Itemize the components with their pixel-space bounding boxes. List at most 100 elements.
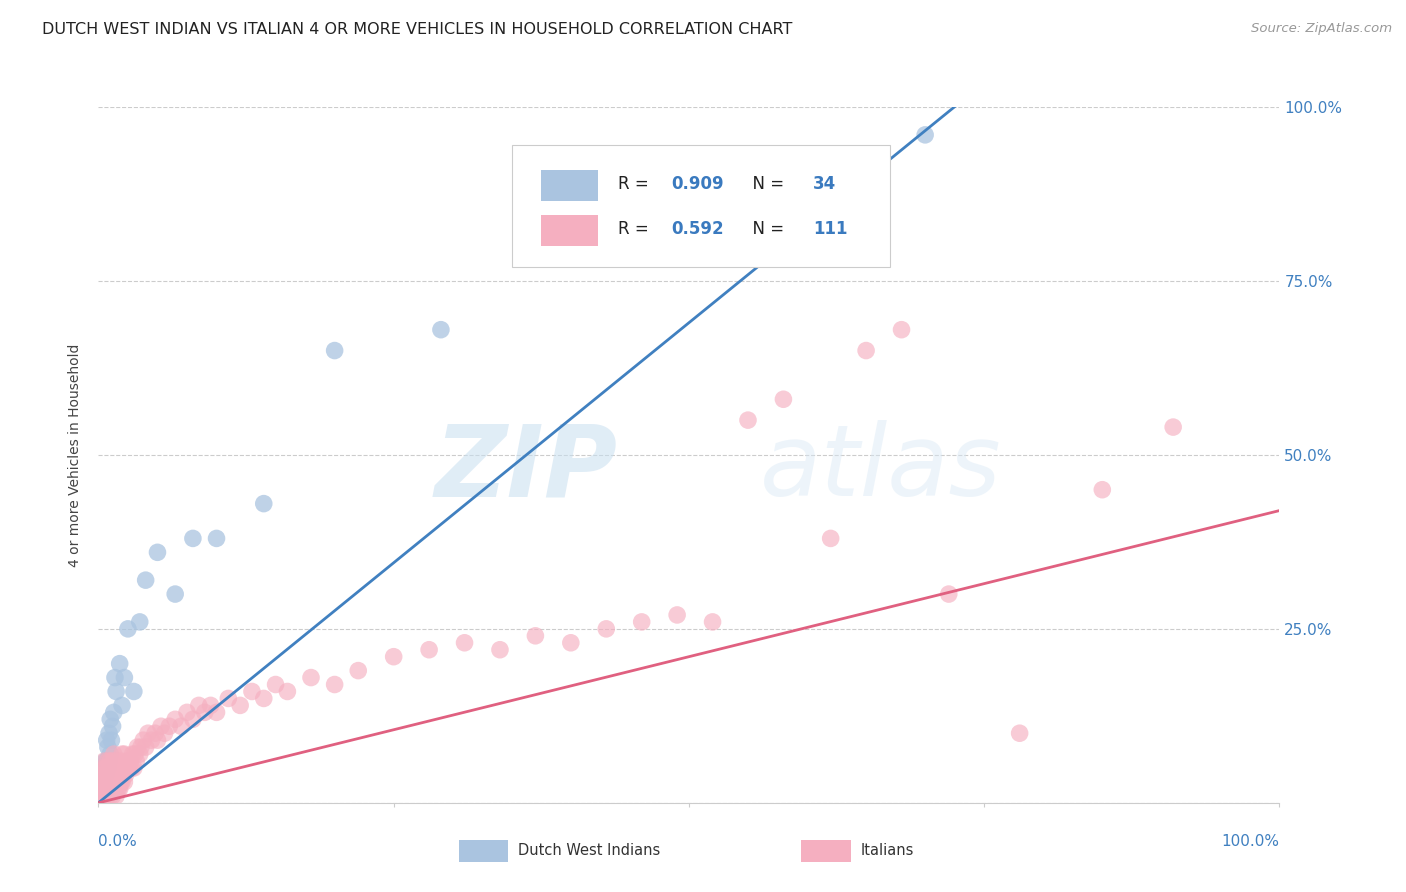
Point <box>630 615 652 629</box>
Point <box>108 781 131 796</box>
Text: Source: ZipAtlas.com: Source: ZipAtlas.com <box>1251 22 1392 36</box>
Point <box>101 754 124 768</box>
Point <box>93 768 115 782</box>
Text: N =: N = <box>742 220 789 238</box>
Text: Dutch West Indians: Dutch West Indians <box>517 843 659 857</box>
Point <box>107 761 129 775</box>
Point <box>101 775 124 789</box>
FancyBboxPatch shape <box>541 169 598 201</box>
FancyBboxPatch shape <box>458 839 508 862</box>
Point <box>855 343 877 358</box>
Point <box>96 761 118 775</box>
Point <box>94 754 117 768</box>
Point <box>97 740 120 755</box>
Point <box>737 413 759 427</box>
Point <box>90 781 112 796</box>
Point <box>100 733 122 747</box>
Point <box>702 615 724 629</box>
Point <box>560 636 582 650</box>
Point <box>105 754 128 768</box>
Point <box>110 754 132 768</box>
Point <box>105 781 128 796</box>
Point <box>143 726 166 740</box>
Text: 0.0%: 0.0% <box>98 834 138 849</box>
Point <box>129 740 152 755</box>
Point <box>110 775 132 789</box>
Point <box>104 781 127 796</box>
Point <box>112 671 135 685</box>
Point <box>101 789 124 803</box>
Point <box>666 607 689 622</box>
Point <box>94 761 117 775</box>
Point <box>103 781 125 796</box>
Point <box>105 789 128 803</box>
Point <box>176 706 198 720</box>
Text: atlas: atlas <box>759 420 1001 517</box>
Point <box>98 781 121 796</box>
Text: DUTCH WEST INDIAN VS ITALIAN 4 OR MORE VEHICLES IN HOUSEHOLD CORRELATION CHART: DUTCH WEST INDIAN VS ITALIAN 4 OR MORE V… <box>42 22 793 37</box>
Point <box>772 392 794 407</box>
Point <box>194 706 217 720</box>
Point <box>108 761 131 775</box>
Point <box>103 706 125 720</box>
Point <box>820 532 842 546</box>
Point <box>135 740 157 755</box>
Point <box>112 747 135 761</box>
Point <box>418 642 440 657</box>
Point <box>240 684 263 698</box>
Text: N =: N = <box>742 175 789 193</box>
Point <box>89 789 111 803</box>
Point <box>96 754 118 768</box>
Text: 100.0%: 100.0% <box>1222 834 1279 849</box>
Point <box>205 706 228 720</box>
Point <box>150 719 173 733</box>
Point <box>90 775 112 789</box>
Point <box>489 642 512 657</box>
Point <box>323 343 346 358</box>
Point <box>1161 420 1184 434</box>
Point <box>323 677 346 691</box>
Point <box>105 775 128 789</box>
Point <box>98 712 121 726</box>
Point <box>132 733 155 747</box>
Point <box>93 761 115 775</box>
Point <box>135 573 157 587</box>
Point <box>205 532 228 546</box>
Point <box>117 622 139 636</box>
Point <box>141 733 163 747</box>
Point <box>276 684 298 698</box>
Point <box>93 781 115 796</box>
Point <box>122 761 145 775</box>
Point <box>430 323 453 337</box>
Text: Italians: Italians <box>860 843 914 857</box>
Point <box>200 698 222 713</box>
Point <box>107 781 129 796</box>
Point <box>125 754 148 768</box>
Point <box>103 768 125 782</box>
Point <box>115 761 138 775</box>
Point <box>114 768 136 782</box>
Point <box>98 789 121 803</box>
FancyBboxPatch shape <box>541 215 598 246</box>
Point <box>146 545 169 559</box>
Point <box>112 768 135 782</box>
Point <box>91 789 114 803</box>
Point <box>118 761 141 775</box>
Point <box>112 775 135 789</box>
Point <box>103 747 125 761</box>
Point <box>93 775 115 789</box>
Point <box>153 726 176 740</box>
Point <box>93 789 115 803</box>
Point <box>165 712 187 726</box>
Point <box>91 781 114 796</box>
Point <box>120 754 142 768</box>
Point <box>94 775 117 789</box>
Point <box>91 761 114 775</box>
Point <box>187 698 209 713</box>
Point <box>181 532 204 546</box>
Point <box>91 775 114 789</box>
Point <box>595 622 617 636</box>
Point <box>91 768 114 782</box>
Point <box>914 128 936 142</box>
Point <box>165 587 187 601</box>
